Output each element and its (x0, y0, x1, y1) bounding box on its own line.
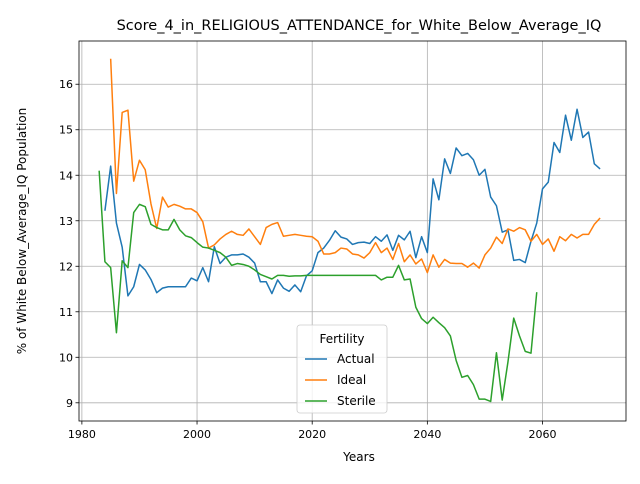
y-tick-label: 12 (59, 260, 73, 273)
y-tick-label: 9 (66, 397, 73, 410)
x-tick-label: 2040 (413, 428, 441, 441)
legend-label-actual: Actual (337, 352, 375, 366)
y-axis-label: % of White Below_Average_IQ Population (15, 108, 29, 355)
legend-title: Fertility (319, 332, 364, 346)
y-tick-label: 10 (59, 351, 73, 364)
grid (79, 41, 626, 421)
series-lines (98, 58, 601, 403)
legend-box (296, 324, 388, 414)
legend-label-ideal: Ideal (337, 373, 366, 387)
y-tick-label: 14 (59, 169, 73, 182)
y-tick-label: 15 (59, 124, 73, 137)
x-tick-label: 2020 (298, 428, 326, 441)
legend-label-sterile: Sterile (337, 394, 376, 408)
x-tick-label: 1980 (68, 428, 96, 441)
chart-title: Score_4_in_RELIGIOUS_ATTENDANCE_for_Whit… (117, 18, 602, 34)
series-line-ideal (109, 58, 601, 274)
x-tick-label: 2060 (529, 428, 557, 441)
series-line-sterile (98, 170, 538, 403)
y-tick-label: 11 (59, 306, 73, 319)
y-tick-label: 16 (59, 78, 73, 91)
y-tick-label: 13 (59, 215, 73, 228)
series-line-actual (104, 108, 601, 297)
x-tick-label: 2000 (183, 428, 211, 441)
plot-frame (78, 40, 627, 422)
axes: 1980 2000 2020 2040 2060 9 10 11 12 13 14 15 16 (59, 40, 627, 441)
legend: Fertility Actual Ideal Sterile (296, 324, 388, 414)
x-axis-label: Years (342, 450, 375, 464)
